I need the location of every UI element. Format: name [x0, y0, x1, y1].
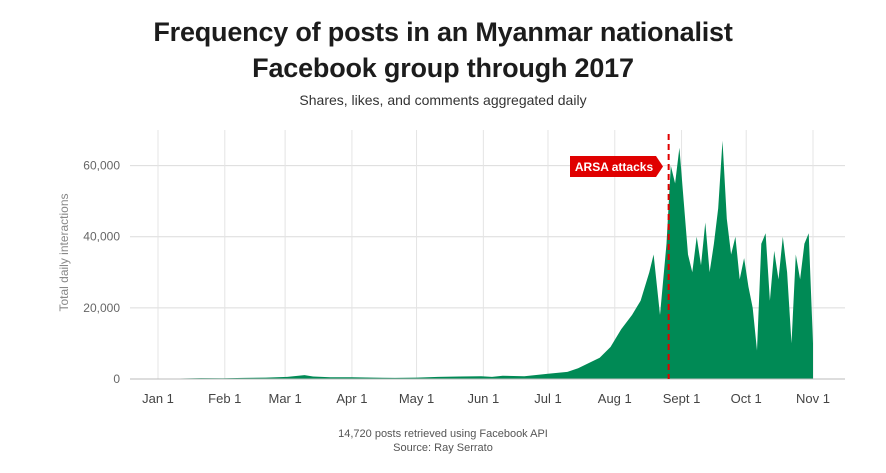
x-tick-label: Sept 1: [663, 391, 701, 406]
footer-source: Source: Ray Serrato: [393, 442, 493, 454]
y-axis-label: Total daily interactions: [57, 193, 71, 311]
x-tick-label: Jul 1: [534, 391, 561, 406]
y-tick-label: 0: [113, 372, 120, 386]
y-tick-label: 20,000: [83, 301, 120, 315]
annotation-label: ARSA attacks: [575, 160, 654, 174]
series-area-0: [158, 140, 813, 379]
chart-title: Frequency of posts in an Myanmar nationa…: [0, 14, 886, 86]
y-tick-label: 60,000: [83, 159, 120, 173]
x-tick-label: Jun 1: [467, 391, 499, 406]
area-series: [158, 140, 813, 379]
x-tick-label: Mar 1: [269, 391, 302, 406]
x-tick-label: Nov 1: [796, 391, 830, 406]
x-tick-label: Apr 1: [336, 391, 367, 406]
x-axis: Jan 1 Feb 1 Mar 1 Apr 1 May 1 Jun 1 Jul 1 Aug 1…: [130, 378, 845, 406]
x-tick-label: May 1: [399, 391, 434, 406]
y-axis: 0 20,000 40,000 60,000 Total daily interacti…: [57, 159, 120, 386]
annotation-box: [570, 156, 663, 177]
annotation: ARSA attacks: [570, 134, 670, 379]
x-tick-label: Aug 1: [598, 391, 632, 406]
chart-title-line-1: Frequency of posts in an Myanmar nationa…: [153, 17, 733, 47]
y-tick-label: 40,000: [83, 230, 120, 244]
footer-note: 14,720 posts retrieved using Facebook AP…: [338, 428, 548, 440]
chart-title-line-2: Facebook group through 2017: [252, 53, 634, 83]
x-tick-label: Feb 1: [208, 391, 241, 406]
x-tick-label: Jan 1: [142, 391, 174, 406]
chart-subtitle: Shares, likes, and comments aggregated d…: [299, 92, 587, 108]
x-tick-label: Oct 1: [731, 391, 762, 406]
